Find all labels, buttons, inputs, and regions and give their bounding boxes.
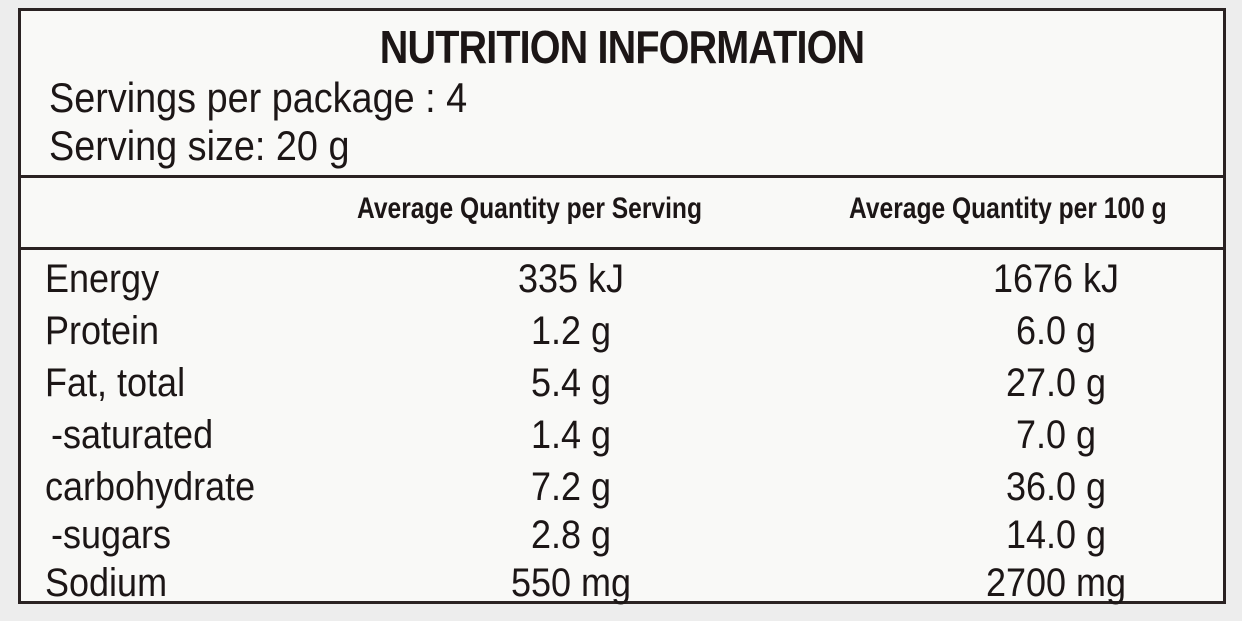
column-header-per-100g: Average Quantity per 100 g (849, 192, 1167, 225)
nutrient-name: Energy (45, 257, 160, 301)
value-per-serving: 7.2 g (530, 465, 612, 509)
nutrient-name: Sodium (45, 561, 168, 605)
value-per-serving: 1.2 g (530, 309, 612, 353)
columns-divider (21, 247, 1223, 250)
value-per-100g: 7.0 g (1015, 413, 1097, 457)
column-header-per-serving: Average Quantity per Serving (357, 192, 702, 225)
nutrient-row-protein: Protein 1.2 g 6.0 g (21, 305, 1223, 357)
header-divider (21, 175, 1223, 178)
nutrient-row-sodium: Sodium 550 mg 2700 mg (21, 557, 1223, 609)
value-per-100g: 14.0 g (1005, 513, 1107, 557)
nutrient-name: Fat, total (45, 361, 186, 405)
value-per-serving: 2.8 g (530, 513, 612, 557)
nutrition-label: NUTRITION INFORMATION Servings per packa… (18, 8, 1226, 605)
label-title: NUTRITION INFORMATION (379, 21, 865, 73)
value-per-100g: 27.0 g (1005, 361, 1107, 405)
nutrient-row-fat-total: Fat, total 5.4 g 27.0 g (21, 357, 1223, 409)
nutrient-name: Protein (45, 309, 160, 353)
serving-size: Serving size: 20 g (49, 122, 350, 169)
nutrient-row-energy: Energy 335 kJ 1676 kJ (21, 253, 1223, 305)
value-per-serving: 550 mg (510, 561, 632, 605)
value-per-serving: 1.4 g (530, 413, 612, 457)
nutrient-name: -sugars (51, 513, 172, 557)
value-per-100g: 36.0 g (1005, 465, 1107, 509)
value-per-100g: 6.0 g (1015, 309, 1097, 353)
value-per-serving: 335 kJ (517, 257, 625, 301)
nutrient-row-saturated: -saturated 1.4 g 7.0 g (21, 409, 1223, 461)
nutrient-name: carbohydrate (45, 465, 256, 509)
nutrient-row-carbohydrate: carbohydrate 7.2 g 36.0 g (21, 461, 1223, 513)
nutrient-row-sugars: -sugars 2.8 g 14.0 g (21, 509, 1223, 561)
value-per-serving: 5.4 g (530, 361, 612, 405)
nutrient-name: -saturated (51, 413, 214, 457)
value-per-100g: 2700 mg (985, 561, 1127, 605)
value-per-100g: 1676 kJ (992, 257, 1120, 301)
servings-per-package: Servings per package : 4 (49, 74, 468, 121)
